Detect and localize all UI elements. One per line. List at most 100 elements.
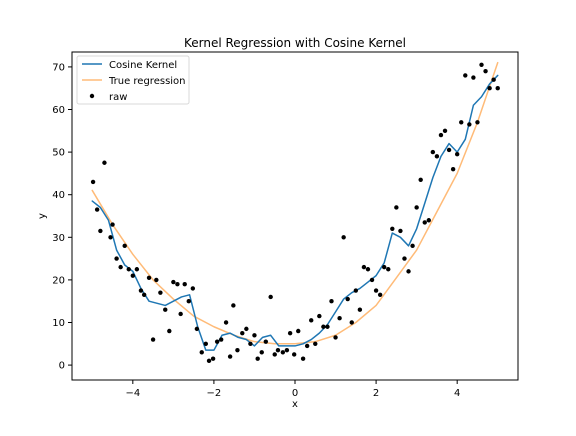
scatter-point-raw bbox=[268, 294, 273, 300]
scatter-point-raw bbox=[361, 264, 367, 270]
scatter-point-raw bbox=[369, 277, 375, 283]
scatter-point-raw bbox=[284, 347, 290, 353]
scatter-point-raw bbox=[349, 320, 354, 325]
scatter-point-raw bbox=[463, 73, 468, 78]
scatter-point-raw bbox=[438, 132, 444, 138]
scatter-point-raw bbox=[134, 267, 140, 272]
scatter-point-raw bbox=[275, 347, 281, 353]
scatter-point-raw bbox=[263, 339, 269, 344]
scatter-point-raw bbox=[182, 281, 187, 287]
scatter-point-raw bbox=[337, 316, 342, 321]
scatter-point-raw bbox=[163, 307, 168, 312]
legend-label-raw: raw bbox=[109, 92, 127, 103]
scatter-point-raw bbox=[357, 307, 363, 312]
scatter-point-raw bbox=[345, 296, 350, 302]
scatter-point-raw bbox=[479, 62, 484, 67]
scatter-point-raw bbox=[446, 147, 452, 153]
scatter-point-raw bbox=[341, 235, 346, 240]
scatter-point-raw bbox=[118, 264, 123, 270]
scatter-point-raw bbox=[382, 264, 387, 270]
scatter-point-raw bbox=[430, 149, 436, 155]
series-line-true-regression bbox=[91, 61, 499, 345]
scatter-point-raw bbox=[459, 120, 464, 125]
legend-label-true-regression: True regression bbox=[108, 76, 186, 87]
scatter-point-raw bbox=[102, 160, 107, 165]
scatter-point-raw bbox=[141, 292, 147, 298]
scatter-point-raw bbox=[235, 347, 240, 353]
y-tick-label: 30 bbox=[52, 233, 65, 244]
scatter-point-raw bbox=[150, 337, 156, 342]
scatter-point-raw bbox=[353, 288, 359, 293]
scatter-point-raw bbox=[223, 320, 229, 325]
x-tick-label: 4 bbox=[454, 388, 460, 399]
scatter-point-raw bbox=[259, 350, 264, 355]
scatter-point-raw bbox=[114, 256, 119, 261]
scatter-point-raw bbox=[450, 166, 456, 172]
scatter-point-raw bbox=[291, 352, 297, 357]
scatter-point-raw bbox=[255, 356, 260, 361]
plot-area: −4 −2 0 2 4 0 10 20 30 40 50 60 70 bbox=[52, 51, 519, 399]
scatter-point-raw bbox=[158, 290, 163, 295]
scatter-point-raw bbox=[90, 179, 96, 185]
scatter-point-raw bbox=[248, 341, 253, 346]
scatter-point-raw bbox=[130, 273, 136, 278]
scatter-point-raw bbox=[394, 205, 399, 210]
scatter-point-raw bbox=[418, 177, 423, 182]
scatter-point-raw bbox=[231, 303, 236, 308]
legend-box bbox=[76, 55, 190, 105]
x-axis-label: x bbox=[292, 399, 298, 410]
scatter-point-raw bbox=[98, 228, 103, 234]
scatter-point-raw bbox=[325, 324, 330, 329]
scatter-point-raw bbox=[426, 218, 431, 223]
scatter-point-raw bbox=[210, 356, 216, 361]
scatter-point-raw bbox=[171, 279, 176, 285]
scatter-point-raw bbox=[110, 222, 115, 227]
x-tick-label: −4 bbox=[125, 388, 140, 399]
y-axis-label: y bbox=[37, 213, 48, 219]
scatter-point-raw bbox=[377, 292, 383, 298]
scatter-point-raw bbox=[178, 311, 183, 317]
x-tick-label: −2 bbox=[207, 388, 222, 399]
scatter-point-raw bbox=[329, 298, 334, 304]
scatter-point-raw bbox=[365, 267, 371, 272]
series-line-cosine-kernel bbox=[91, 74, 499, 351]
scatter-point-raw bbox=[214, 339, 220, 344]
scatter-point-raw bbox=[475, 120, 480, 125]
chart-title: Kernel Regression with Cosine Kernel bbox=[184, 36, 406, 50]
y-axis-ticks: 0 10 20 30 40 50 60 70 bbox=[52, 62, 72, 372]
scatter-point-raw bbox=[406, 269, 411, 274]
y-tick-label: 10 bbox=[52, 318, 65, 329]
scatter-point-raw bbox=[287, 330, 293, 336]
scatter-point-raw bbox=[154, 277, 159, 283]
y-tick-label: 0 bbox=[59, 361, 65, 372]
scatter-point-raw bbox=[252, 333, 257, 338]
x-axis-ticks: −4 −2 0 2 4 bbox=[125, 380, 460, 399]
y-tick-label: 60 bbox=[52, 105, 65, 116]
scatter-point-raw bbox=[300, 356, 306, 361]
scatter-point-raw bbox=[333, 335, 338, 340]
scatter-point-raw bbox=[491, 77, 496, 82]
scatter-point-raw bbox=[227, 354, 233, 359]
scatter-point-raw bbox=[321, 324, 326, 329]
scatter-point-raw bbox=[296, 328, 301, 334]
scatter-point-raw bbox=[206, 358, 212, 364]
scatter-point-raw bbox=[167, 328, 172, 334]
scatter-point-raw bbox=[138, 288, 144, 293]
scatter-point-raw bbox=[280, 350, 286, 355]
scatter-point-raw bbox=[126, 267, 131, 272]
scatter-point-raw bbox=[199, 350, 204, 355]
scatter-point-raw bbox=[422, 220, 427, 225]
scatter-point-raw bbox=[442, 128, 448, 134]
scatter-point-raw bbox=[190, 286, 196, 291]
scatter-point-raw bbox=[373, 288, 379, 293]
scatter-point-raw bbox=[146, 275, 152, 280]
scatter-point-raw bbox=[313, 341, 318, 346]
scatter-point-raw bbox=[414, 205, 419, 210]
scatter-point-raw bbox=[219, 337, 224, 342]
scatter-point-raw bbox=[240, 330, 245, 336]
y-tick-label: 50 bbox=[52, 148, 65, 159]
scatter-point-raw bbox=[304, 343, 310, 349]
scatter-point-raw bbox=[203, 341, 208, 346]
x-tick-label: 2 bbox=[373, 388, 379, 399]
